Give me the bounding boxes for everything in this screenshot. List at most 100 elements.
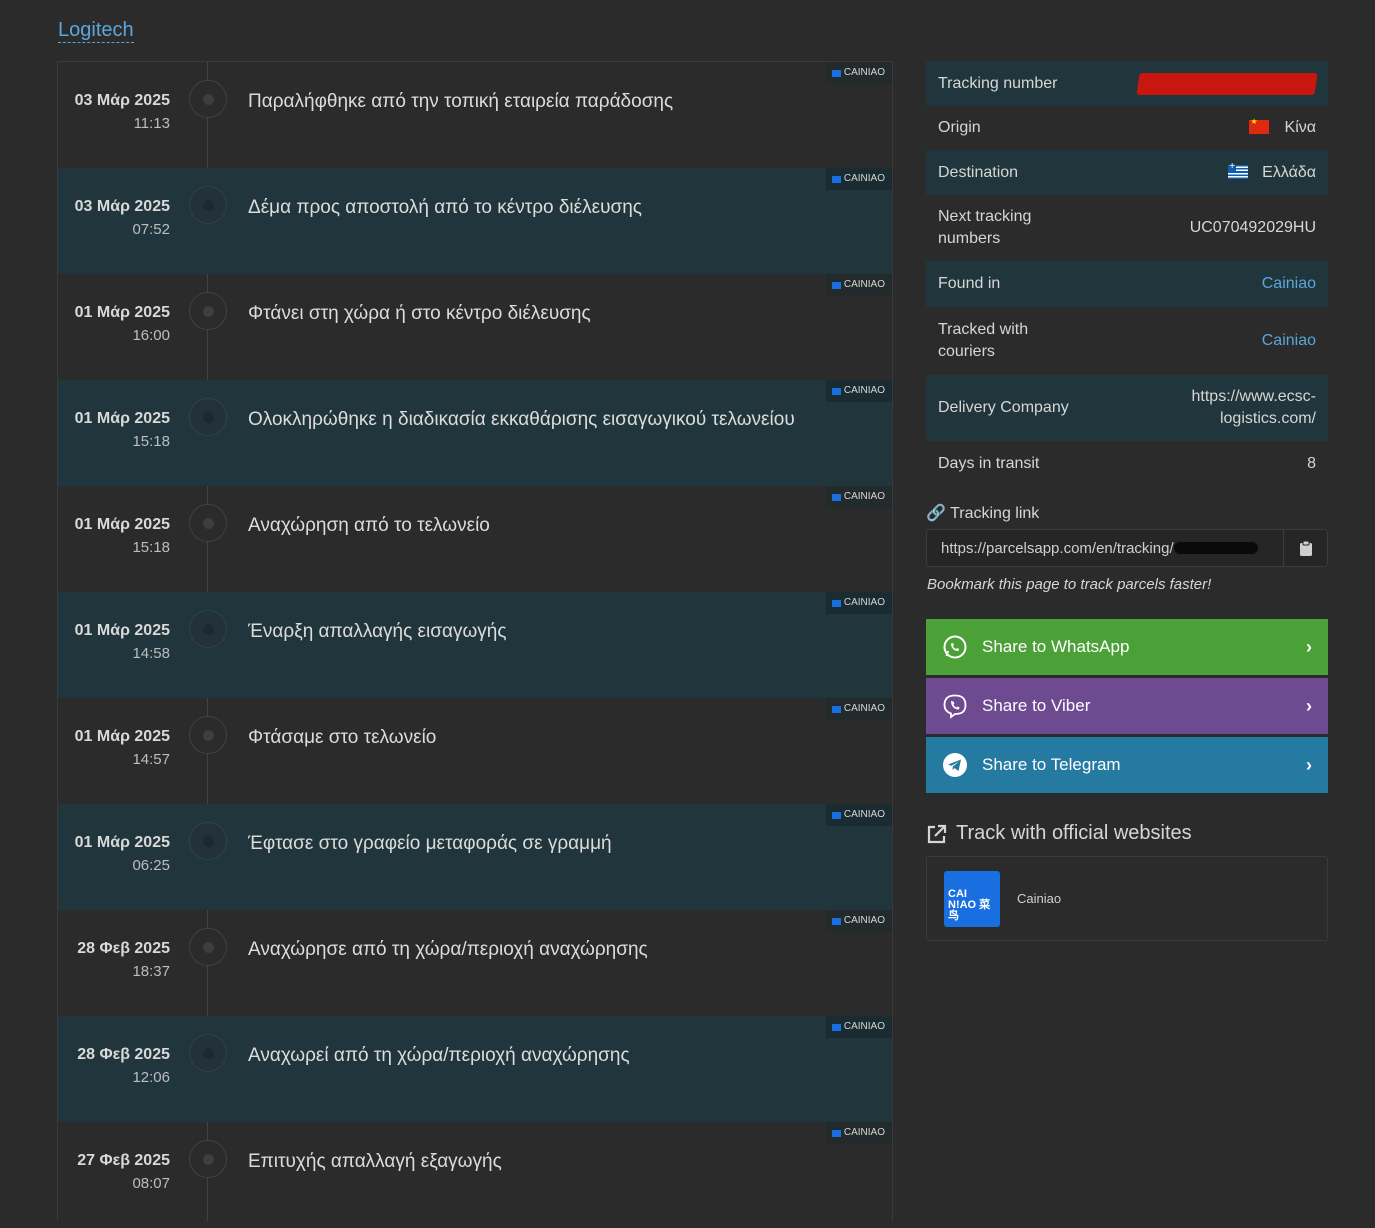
timeline-event: CAINIAO 01 Μάρ 2025 15:18 Αναχώρηση από το …: [58, 486, 892, 592]
event-date: 01 Μάρ 2025: [74, 304, 170, 321]
cainiao-badge-icon: [831, 281, 841, 289]
event-date: 28 Φεβ 2025: [77, 940, 170, 957]
source-badge: CAINIAO: [825, 168, 892, 190]
event-time: 18:37: [132, 963, 170, 980]
source-badge-label: CAINIAO: [843, 385, 885, 396]
cainiao-badge-icon: [831, 387, 841, 395]
chevron-right-icon: ›: [1306, 754, 1312, 775]
origin-label: Origin: [938, 119, 981, 136]
timeline-dot: [189, 928, 227, 966]
timeline-dot: [189, 1034, 227, 1072]
delivery-company-value-1: https://www.ecsc-: [1191, 388, 1316, 405]
event-time: 15:18: [132, 539, 170, 556]
cainiao-logo: CAI N!AO 菜鸟: [944, 870, 1000, 927]
event-time: 15:18: [132, 433, 170, 450]
source-badge-label: CAINIAO: [843, 173, 885, 184]
event-date: 01 Μάρ 2025: [74, 834, 170, 851]
source-badge: CAINIAO: [825, 1016, 892, 1038]
tracking-number-label: Tracking number: [938, 74, 1058, 92]
event-description: Αναχωρεί από τη χώρα/περιοχή αναχώρησης: [248, 1045, 630, 1066]
delivery-company-row: Delivery Company https://www.ecsc-logist…: [926, 375, 1328, 441]
event-description: Έφτασε στο γραφείο μεταφοράς σε γραμμή: [248, 833, 612, 854]
tracked-with-label-2: couriers: [938, 343, 995, 360]
days-in-transit-value: 8: [1307, 454, 1316, 472]
timeline-event: CAINIAO 01 Μάρ 2025 14:57 Φτάσαμε στο τελων…: [58, 698, 892, 804]
event-time: 14:57: [132, 751, 170, 768]
timeline-event: CAINIAO 03 Μάρ 2025 11:13 Παραλήφθηκε από τ…: [58, 62, 892, 168]
shipment-info-panel: Tracking number Origin Κίνα Destination …: [926, 61, 1328, 486]
destination-value: Ελλάδα: [1262, 163, 1316, 181]
event-date: 01 Μάρ 2025: [74, 516, 170, 533]
event-date: 27 Φεβ 2025: [77, 1152, 170, 1169]
event-time: 11:13: [133, 115, 170, 132]
days-in-transit-label: Days in transit: [938, 454, 1040, 472]
tracking-link-redacted: [1173, 541, 1258, 554]
event-description: Δέμα προς αποστολή από το κέντρο διέλευσ…: [248, 197, 642, 218]
event-date: 03 Μάρ 2025: [74, 198, 170, 215]
destination-label: Destination: [938, 163, 1019, 181]
next-tracking-value: UC070492029HU: [1189, 219, 1316, 236]
external-link-icon: [927, 824, 947, 843]
timeline-event: CAINIAO 28 Φεβ 2025 12:06 Αναχωρεί από τη χ…: [58, 1016, 892, 1122]
cainiao-badge-icon: [831, 811, 841, 819]
found-in-link[interactable]: Cainiao: [1261, 275, 1316, 292]
event-description: Επιτυχής απαλλαγή εξαγωγής: [248, 1151, 502, 1172]
official-website-card-cainiao[interactable]: CAI N!AO 菜鸟 Cainiao: [926, 856, 1328, 941]
delivery-company-value-2: logistics.com/: [1219, 410, 1316, 427]
found-in-label: Found in: [938, 275, 1001, 292]
source-badge-label: CAINIAO: [843, 915, 885, 926]
bookmark-hint: Bookmark this page to track parcels fast…: [927, 576, 1212, 593]
share-telegram-label: Share to Telegram: [982, 755, 1121, 774]
source-badge-label: CAINIAO: [843, 279, 885, 290]
viber-icon: [943, 694, 967, 719]
event-time: 14:58: [132, 645, 170, 662]
event-description: Φτάσαμε στο τελωνείο: [248, 727, 437, 748]
timeline-event: CAINIAO 03 Μάρ 2025 07:52 Δέμα προς αποστολ…: [58, 168, 892, 274]
delivery-company-label: Delivery Company: [938, 399, 1069, 416]
timeline-dot: [189, 822, 227, 860]
share-telegram-button[interactable]: Share to Telegram ›: [926, 737, 1328, 793]
event-date: 01 Μάρ 2025: [74, 622, 170, 639]
tracking-link-heading: 🔗 Tracking link: [926, 503, 1039, 523]
source-badge-label: CAINIAO: [843, 597, 885, 608]
tracking-number-redacted: [1136, 72, 1318, 95]
cainiao-badge-icon: [831, 1023, 841, 1031]
official-websites-heading: Track with official websites: [926, 822, 1192, 845]
tracking-link-url[interactable]: https://parcelsapp.com/en/tracking/: [927, 540, 1283, 557]
telegram-icon: [943, 753, 967, 777]
origin-value: Κίνα: [1284, 119, 1316, 136]
cainiao-badge-icon: [831, 1129, 841, 1137]
brand-link[interactable]: Logitech: [58, 19, 134, 43]
timeline-dot: [189, 504, 227, 542]
event-description: Αναχώρηση από το τελωνείο: [248, 515, 490, 536]
source-badge-label: CAINIAO: [843, 809, 885, 820]
timeline-dot: [189, 80, 227, 118]
china-flag-icon: [1248, 117, 1269, 134]
tracked-with-link[interactable]: Cainiao: [1261, 332, 1316, 349]
whatsapp-icon: [943, 635, 967, 659]
share-viber-label: Share to Viber: [982, 696, 1091, 715]
timeline-event: CAINIAO 01 Μάρ 2025 15:18 Ολοκληρώθηκε η δι…: [58, 380, 892, 486]
tracked-with-row: Tracked with couriers Cainiao: [926, 307, 1328, 375]
tracking-link-label: Tracking link: [950, 505, 1040, 522]
source-badge-label: CAINIAO: [843, 703, 885, 714]
cainiao-badge-icon: [831, 69, 841, 77]
source-badge: CAINIAO: [825, 486, 892, 508]
origin-row: Origin Κίνα: [926, 106, 1328, 150]
event-time: 07:52: [132, 221, 170, 238]
tracking-link-field[interactable]: https://parcelsapp.com/en/tracking/: [926, 529, 1328, 567]
source-badge: CAINIAO: [825, 592, 892, 614]
share-viber-button[interactable]: Share to Viber ›: [926, 678, 1328, 734]
timeline-dot: [189, 398, 227, 436]
copy-link-button[interactable]: [1283, 530, 1327, 566]
source-badge: CAINIAO: [825, 804, 892, 826]
event-date: 03 Μάρ 2025: [74, 92, 170, 109]
source-badge: CAINIAO: [825, 1122, 892, 1144]
share-whatsapp-button[interactable]: Share to WhatsApp ›: [926, 619, 1328, 675]
chevron-right-icon: ›: [1306, 695, 1312, 716]
source-badge: CAINIAO: [825, 62, 892, 84]
tracking-link-url-text: https://parcelsapp.com/en/tracking/: [941, 539, 1174, 557]
source-badge: CAINIAO: [825, 380, 892, 402]
source-badge-label: CAINIAO: [843, 67, 885, 78]
next-tracking-label-2: numbers: [938, 230, 1001, 247]
